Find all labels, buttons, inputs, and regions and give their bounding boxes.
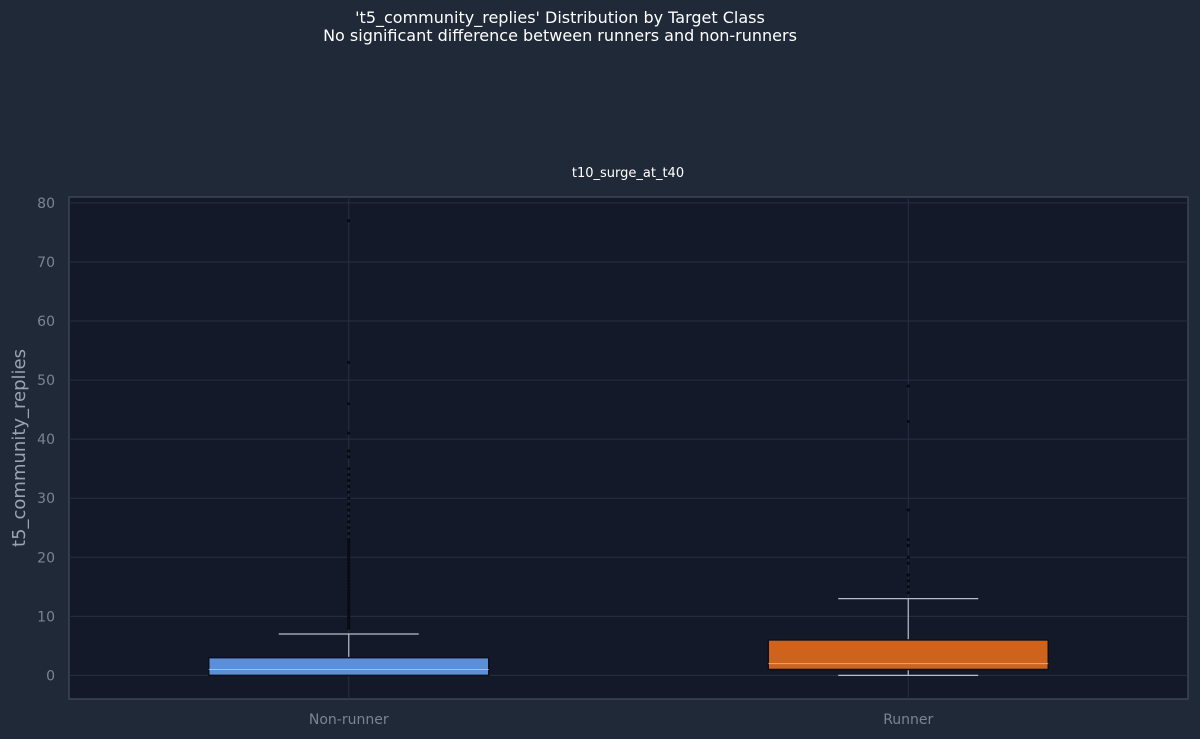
outlier-point [347, 555, 351, 559]
grid-lines [69, 197, 1188, 699]
outlier-point [347, 591, 351, 595]
x-tick-label: Non-runner [309, 712, 389, 728]
outlier-point [347, 564, 351, 568]
x-tick-label: Runner [883, 712, 933, 728]
y-tick-label: 80 [37, 196, 55, 212]
outlier-point [906, 561, 910, 565]
chart-subtitle: No significant difference between runner… [323, 26, 797, 45]
y-tick-label: 20 [37, 550, 55, 566]
outlier-point [906, 419, 910, 424]
outlier-point [347, 573, 351, 577]
outlier-point [347, 472, 351, 477]
outlier-point [347, 546, 351, 551]
outlier-point [906, 591, 910, 595]
outlier-point [347, 360, 351, 364]
outlier-point [347, 570, 351, 574]
outlier-point [347, 543, 351, 548]
y-tick-label: 50 [37, 373, 55, 389]
outlier-point [347, 532, 351, 536]
outlier-point [347, 219, 351, 223]
outlier-point [347, 576, 351, 580]
y-tick-label: 40 [37, 432, 55, 448]
outlier-point [347, 614, 351, 618]
box-runner [767, 384, 1049, 676]
outlier-point [906, 585, 910, 589]
outlier-point [906, 579, 910, 583]
y-tick-label: 60 [37, 314, 55, 330]
outlier-point [347, 508, 351, 512]
outlier-point [347, 478, 351, 483]
x-tick-labels: Non-runner Runner [309, 712, 934, 728]
y-tick-label: 70 [37, 255, 55, 271]
iqr-box [208, 656, 490, 677]
outlier-point [906, 555, 910, 559]
y-axis-label: t5_community_replies [9, 349, 30, 547]
y-tick-label: 0 [46, 668, 55, 684]
outlier-point [347, 552, 351, 556]
y-tick-label: 10 [37, 609, 55, 625]
chart-title: 't5_community_replies' Distribution by T… [355, 8, 765, 28]
outlier-point [906, 384, 910, 388]
outlier-point [906, 543, 910, 548]
outlier-point [347, 594, 351, 598]
outlier-point [347, 431, 351, 435]
outlier-point [347, 496, 351, 500]
outlier-point [906, 508, 910, 512]
outlier-point [347, 490, 351, 494]
box-non-runner [208, 219, 490, 677]
outlier-point [347, 402, 351, 406]
outlier-point [347, 579, 351, 583]
outlier-point [347, 467, 351, 471]
outlier-point [347, 561, 351, 565]
outlier-point [347, 514, 351, 518]
outlier-point [347, 599, 351, 604]
outlier-point [347, 502, 351, 506]
outlier-point [347, 449, 351, 453]
outlier-point [347, 605, 351, 610]
box-plots [208, 219, 1049, 677]
outlier-point [347, 540, 351, 545]
outlier-point [347, 623, 351, 627]
outlier-point [347, 526, 351, 530]
iqr-box [767, 639, 1049, 671]
outlier-point [347, 597, 351, 601]
outlier-point [347, 558, 351, 562]
outlier-point [347, 455, 351, 459]
outlier-point [347, 585, 351, 589]
outlier-point [906, 537, 910, 542]
panel-title: t10_surge_at_t40 [572, 166, 684, 181]
outlier-point [347, 620, 351, 624]
outlier-point [347, 549, 351, 553]
outlier-point [347, 582, 351, 586]
y-tick-label: 30 [37, 491, 55, 507]
outlier-point [347, 520, 351, 524]
outlier-point [347, 608, 351, 613]
outlier-point [347, 484, 351, 488]
outlier-point [906, 573, 910, 577]
outlier-point [347, 617, 351, 621]
outlier-point [347, 537, 351, 542]
y-tick-labels: 0 10 20 30 40 50 60 70 80 [37, 196, 55, 684]
outlier-point [347, 626, 351, 630]
outlier-point [347, 602, 351, 607]
outlier-point [347, 567, 351, 571]
outlier-point [347, 611, 351, 615]
outlier-point [347, 588, 351, 592]
plot-area [68, 196, 1189, 700]
